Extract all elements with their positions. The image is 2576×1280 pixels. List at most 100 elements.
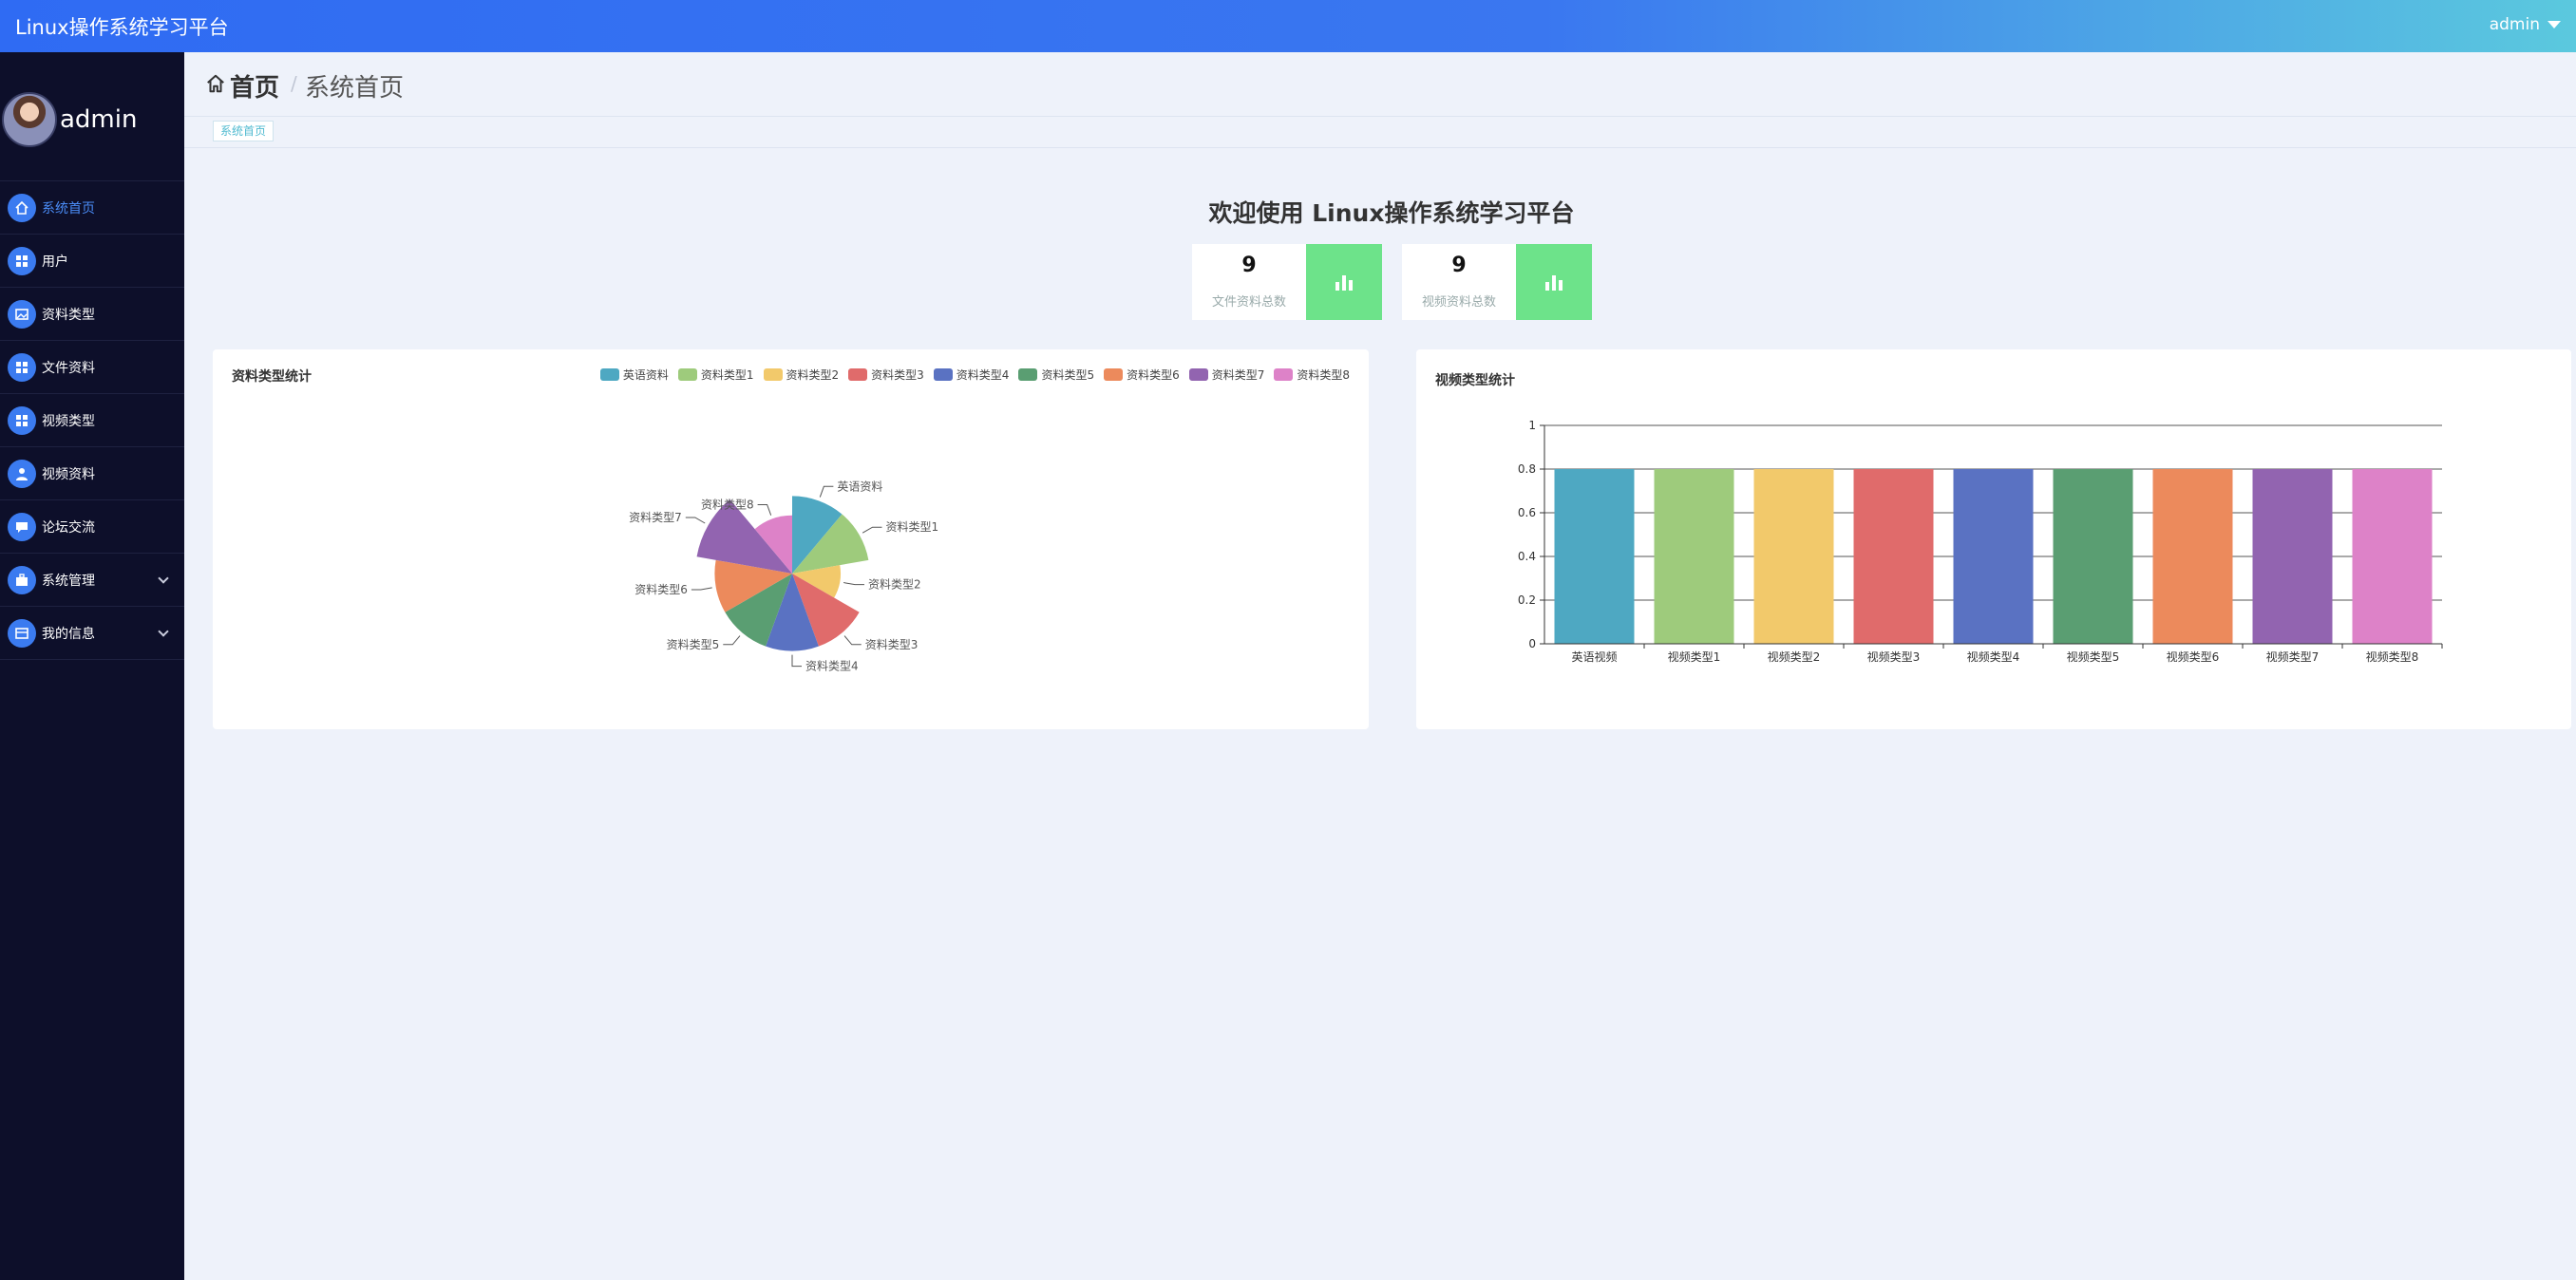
legend-item[interactable]: 英语资料 (599, 367, 669, 383)
bar[interactable] (1753, 469, 1834, 644)
bar[interactable] (2352, 469, 2433, 644)
pie-slice[interactable] (792, 496, 843, 574)
legend-swatch (763, 368, 783, 381)
legend-item[interactable]: 资料类型6 (1104, 367, 1180, 383)
caret-down-icon (2548, 21, 2561, 28)
pie-label-line (757, 503, 772, 516)
legend-swatch (1188, 368, 1208, 381)
legend-label: 资料类型3 (871, 368, 924, 382)
legend-item[interactable]: 资料类型7 (1188, 367, 1265, 383)
chart-legend: 英语资料 资料类型1 资料类型2 资料类型3 资料类型4 资料类型5 资料类型6 资料类型7 资… (599, 367, 1350, 383)
pie-slice[interactable] (766, 574, 819, 651)
image-icon (8, 299, 36, 329)
y-tick-label: 1 (1528, 419, 1536, 432)
sidebar-item-8[interactable]: 系统管理 (0, 554, 184, 607)
legend-item[interactable]: 资料类型1 (677, 367, 754, 383)
pie-slice[interactable] (792, 574, 860, 647)
sidebar-item-label: 论坛交流 (42, 519, 95, 536)
breadcrumb-home[interactable]: 首页 (230, 74, 280, 103)
sidebar-item-label: 文件资料 (42, 360, 95, 376)
sidebar-item-7[interactable]: 论坛交流 (0, 500, 184, 554)
pie-slice[interactable] (792, 514, 869, 574)
pie-slice-label: 资料类型3 (865, 638, 919, 651)
sidebar-item-9[interactable]: 我的信息 (0, 607, 184, 660)
legend-label: 资料类型4 (956, 368, 1010, 382)
top-bar: Linux操作系统学习平台 admin (0, 0, 2576, 52)
sidebar-item-3[interactable]: 资料类型 (0, 288, 184, 341)
y-tick-label: 0.6 (1518, 506, 1536, 519)
x-tick-label: 视频类型5 (2067, 649, 2120, 664)
welcome-title: 欢迎使用 Linux操作系统学习平台 (1208, 199, 1575, 227)
avatar[interactable] (2, 92, 57, 147)
stat-card-videos: 9 视频资料总数 (1402, 244, 1592, 320)
pie-slice[interactable] (792, 565, 842, 598)
pie-label-line (723, 635, 741, 646)
sidebar-item-label: 视频类型 (42, 413, 95, 429)
legend-item[interactable]: 资料类型4 (933, 367, 1010, 383)
pie-label-line (819, 485, 834, 498)
chevron-down-icon (158, 626, 169, 637)
bar[interactable] (1853, 469, 1934, 644)
bar[interactable] (1654, 469, 1734, 644)
pie-label-line (791, 654, 802, 668)
pie-slice[interactable] (725, 574, 792, 647)
pie-slice-label: 资料类型6 (635, 583, 688, 596)
sidebar-item-5[interactable]: 视频类型 (0, 394, 184, 447)
bar[interactable] (2053, 469, 2133, 644)
stat-label: 视频资料总数 (1421, 295, 1496, 310)
y-tick-label: 0.4 (1518, 550, 1536, 563)
app-title: Linux操作系统学习平台 (15, 16, 229, 39)
pie-slice-label: 资料类型1 (886, 520, 939, 534)
sidebar: admin 系统首页 用户资料类型文件资料视频类型视频资料论坛交流系统管理我的信息 (0, 52, 184, 1280)
pie-slice-label: 资料类型2 (868, 578, 921, 592)
home-icon (207, 74, 224, 93)
tag-bar: 系统首页 (184, 117, 2576, 148)
bar[interactable] (2152, 469, 2233, 644)
x-tick-label: 视频类型1 (1668, 649, 1721, 664)
tab-tag-home[interactable]: 系统首页 (213, 121, 275, 141)
legend-label: 资料类型5 (1041, 368, 1095, 382)
pie-slice[interactable] (754, 515, 792, 574)
bar-chart-icon (1516, 244, 1592, 320)
pie-label-line (862, 526, 882, 534)
bar[interactable] (1554, 469, 1635, 644)
profile: admin (0, 52, 184, 180)
legend-item[interactable]: 资料类型2 (763, 367, 840, 383)
legend-item[interactable]: 资料类型3 (848, 367, 924, 383)
legend-label: 资料类型6 (1127, 368, 1180, 382)
y-tick-label: 0.8 (1518, 462, 1536, 476)
grid-icon (8, 405, 36, 435)
sidebar-item-1[interactable]: 系统首页 (0, 181, 184, 235)
pie-slice[interactable] (714, 559, 792, 612)
sidebar-menu: 系统首页 用户资料类型文件资料视频类型视频资料论坛交流系统管理我的信息 (0, 180, 184, 660)
legend-swatch (1018, 368, 1038, 381)
bar-chart-panel: 视频类型统计 0 0.2 0.4 0.6 0.8 1 英语视频 视频类型1 视频类型2 视频类型3… (1416, 349, 2571, 729)
legend-swatch (933, 368, 953, 381)
sidebar-item-label: 我的信息 (42, 626, 95, 642)
pie-slice-label: 英语资料 (837, 480, 882, 493)
legend-item[interactable]: 资料类型8 (1274, 367, 1350, 383)
sidebar-item-2[interactable]: 用户 (0, 235, 184, 288)
stat-value: 9 (1451, 254, 1467, 277)
chevron-down-icon (158, 573, 169, 584)
pie-slice-label: 资料类型4 (805, 660, 859, 673)
bar[interactable] (1953, 469, 2034, 644)
sidebar-item-label: 资料类型 (42, 307, 95, 323)
legend-label: 资料类型7 (1211, 368, 1265, 382)
legend-swatch (1274, 368, 1294, 381)
legend-item[interactable]: 资料类型5 (1018, 367, 1094, 383)
legend-label: 资料类型2 (786, 368, 840, 382)
sidebar-item-label: 视频资料 (42, 466, 95, 482)
pie-slice[interactable] (696, 499, 792, 574)
user-menu[interactable]: admin (2490, 15, 2561, 34)
sidebar-item-4[interactable]: 文件资料 (0, 341, 184, 394)
x-tick-label: 视频类型2 (1768, 649, 1821, 664)
chart-title: 视频类型统计 (1435, 373, 1515, 388)
bar[interactable] (2252, 469, 2333, 644)
breadcrumb-separator: / (291, 72, 297, 95)
grid-icon (8, 352, 36, 382)
sidebar-item-6[interactable]: 视频资料 (0, 447, 184, 500)
y-tick-label: 0 (1528, 637, 1536, 650)
user-icon (8, 459, 36, 488)
